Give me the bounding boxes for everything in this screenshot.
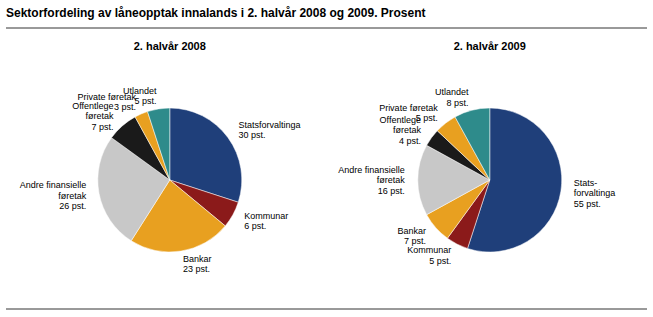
pie bbox=[98, 108, 242, 252]
slice-labels: Stats-forvaltinga55 pst.Kommunar5 pst.Ba… bbox=[338, 87, 615, 266]
slice-value: 30 pst. bbox=[239, 130, 266, 140]
slice-category-line: Statsforvaltinga bbox=[239, 120, 301, 130]
slice-label: Kommunar6 pst. bbox=[244, 211, 288, 232]
slice-value: 16 pst. bbox=[378, 186, 405, 196]
slice-category: Bankar bbox=[397, 226, 426, 236]
slice-category: Andre finansielleføretak bbox=[20, 180, 87, 201]
slice-category-line: Utlandet bbox=[123, 86, 157, 96]
slice-category-line: Stats- bbox=[574, 178, 598, 188]
slice-value: 26 pst. bbox=[59, 201, 86, 211]
slice-category: Private føretak bbox=[379, 103, 438, 113]
rule bbox=[6, 28, 647, 29]
slice-category: Utlandet bbox=[435, 87, 469, 97]
slice-category: Kommunar bbox=[244, 211, 288, 221]
slice-category-line: Kommunar bbox=[244, 211, 288, 221]
slice-label: Utlandet8 pst. bbox=[435, 87, 469, 108]
slice-value: 6 pst. bbox=[244, 221, 266, 231]
slice-category: Offentlegeføretak bbox=[72, 101, 114, 121]
slice-value: 5 pst. bbox=[429, 256, 451, 266]
slice-label: Utlandet5 pst. bbox=[123, 86, 157, 107]
slice-value: 8 pst. bbox=[447, 98, 469, 108]
slice-category-line: føretak bbox=[58, 191, 87, 201]
slice-label: Offentlegeføretak7 pst. bbox=[72, 101, 114, 132]
slice-label: Statsforvaltinga30 pst. bbox=[239, 120, 301, 141]
slice-category-line: føretak bbox=[377, 175, 406, 185]
slice-value: 7 pst. bbox=[92, 122, 114, 132]
slice bbox=[148, 108, 170, 180]
slice-category-line: Bankar bbox=[397, 226, 426, 236]
slice-category: Utlandet bbox=[123, 86, 157, 96]
slice-label: Andre finansielleføretak26 pst. bbox=[20, 180, 87, 211]
slice-value: 3 pst. bbox=[114, 102, 136, 112]
rule bbox=[6, 309, 647, 310]
slice-category-line: Andre finansielle bbox=[338, 165, 405, 175]
slice-category-line: Andre finansielle bbox=[20, 180, 87, 190]
slice-category-line: Private føretak bbox=[379, 103, 438, 113]
slice bbox=[455, 108, 490, 180]
chart-title: 2. halvår 2009 bbox=[454, 40, 526, 52]
slice-value: 5 pst. bbox=[416, 113, 438, 123]
slice-category: Andre finansielleføretak bbox=[338, 165, 405, 186]
slice-labels: Statsforvaltinga30 pst. Kommunar6 pst. Ban… bbox=[20, 86, 301, 274]
slice-value: 4 pst. bbox=[399, 136, 421, 146]
title: Sektorfordeling av låneopptak innalands … bbox=[6, 6, 425, 20]
slice-label: Bankar23 pst. bbox=[183, 254, 212, 274]
slice-category-line: føretak bbox=[86, 111, 115, 121]
slice-label: Kommunar5 pst. bbox=[407, 245, 451, 266]
slice-category: Stats-forvaltinga bbox=[574, 178, 616, 199]
slice-category: Bankar bbox=[183, 254, 212, 264]
slice-label: Andre finansielleføretak16 pst. bbox=[338, 165, 405, 196]
slice-category-line: Bankar bbox=[183, 254, 212, 264]
slice-value: 55 pst. bbox=[574, 199, 601, 209]
slice-category-line: føretak bbox=[393, 125, 422, 135]
slice-value: 7 pst. bbox=[404, 236, 426, 246]
slice-category-line: forvaltinga bbox=[574, 188, 616, 198]
slice-value: 5 pst. bbox=[134, 96, 156, 106]
slice-label: Stats-forvaltinga55 pst. bbox=[574, 178, 616, 209]
chart-title: 2. halvår 2008 bbox=[134, 40, 206, 52]
chart-root: Sektorfordeling av låneopptak innalands … bbox=[0, 0, 653, 317]
slice-label: Bankar7 pst. bbox=[397, 226, 426, 247]
slice-category-line: Utlandet bbox=[435, 87, 469, 97]
slice-category: Statsforvaltinga bbox=[239, 120, 301, 130]
slice-category: Kommunar bbox=[407, 245, 451, 255]
slice-category-line: Kommunar bbox=[407, 245, 451, 255]
slice-label: Private føretak5 pst. bbox=[379, 103, 438, 124]
slice-value: 23 pst. bbox=[183, 264, 210, 274]
slice-category-line: Offentlege bbox=[72, 101, 113, 111]
pie bbox=[418, 108, 562, 252]
